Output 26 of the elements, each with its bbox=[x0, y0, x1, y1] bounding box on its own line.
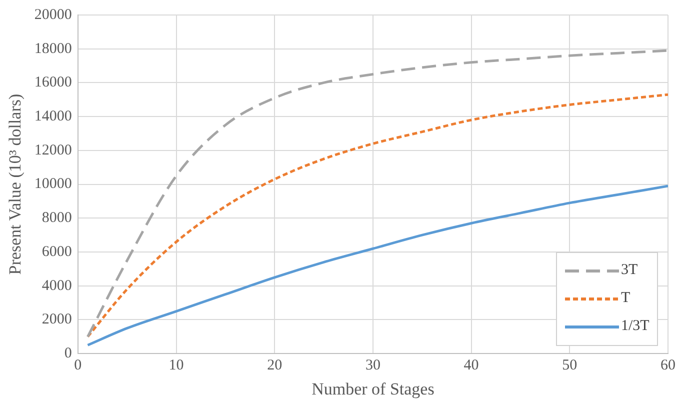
line-series bbox=[86, 93, 668, 338]
x-tick-label: 20 bbox=[267, 358, 282, 374]
y-tick-label: 12000 bbox=[34, 142, 72, 158]
y-tick-label: 6000 bbox=[42, 244, 72, 260]
x-tick-label: 0 bbox=[74, 358, 82, 374]
y-axis-title: Present Value (10³ dollars) bbox=[6, 94, 25, 275]
y-tick-label: 0 bbox=[64, 346, 72, 362]
y-tick-label: 8000 bbox=[42, 210, 72, 226]
y-tick-label: 18000 bbox=[34, 40, 72, 57]
line-series bbox=[86, 184, 668, 346]
x-tick-label: 50 bbox=[562, 358, 578, 374]
y-tick-label: 20000 bbox=[34, 6, 72, 23]
x-tick-label: 60 bbox=[660, 358, 676, 374]
line-series bbox=[86, 49, 668, 338]
y-tick-label: 16000 bbox=[34, 74, 72, 91]
x-tick-label: 10 bbox=[168, 358, 184, 374]
x-axis-title: Number of Stages bbox=[312, 379, 434, 398]
y-tick-label: 14000 bbox=[34, 108, 72, 125]
legend-label: T bbox=[621, 290, 630, 308]
legend-label: 3T bbox=[621, 262, 638, 280]
legend-label: 1/3T bbox=[621, 318, 650, 336]
x-tick-label: 40 bbox=[464, 358, 479, 374]
y-tick-label: 4000 bbox=[42, 278, 72, 294]
y-tick-label: 10000 bbox=[34, 176, 72, 192]
x-tick-label: 30 bbox=[365, 358, 380, 374]
y-tick-label: 2000 bbox=[42, 312, 72, 328]
